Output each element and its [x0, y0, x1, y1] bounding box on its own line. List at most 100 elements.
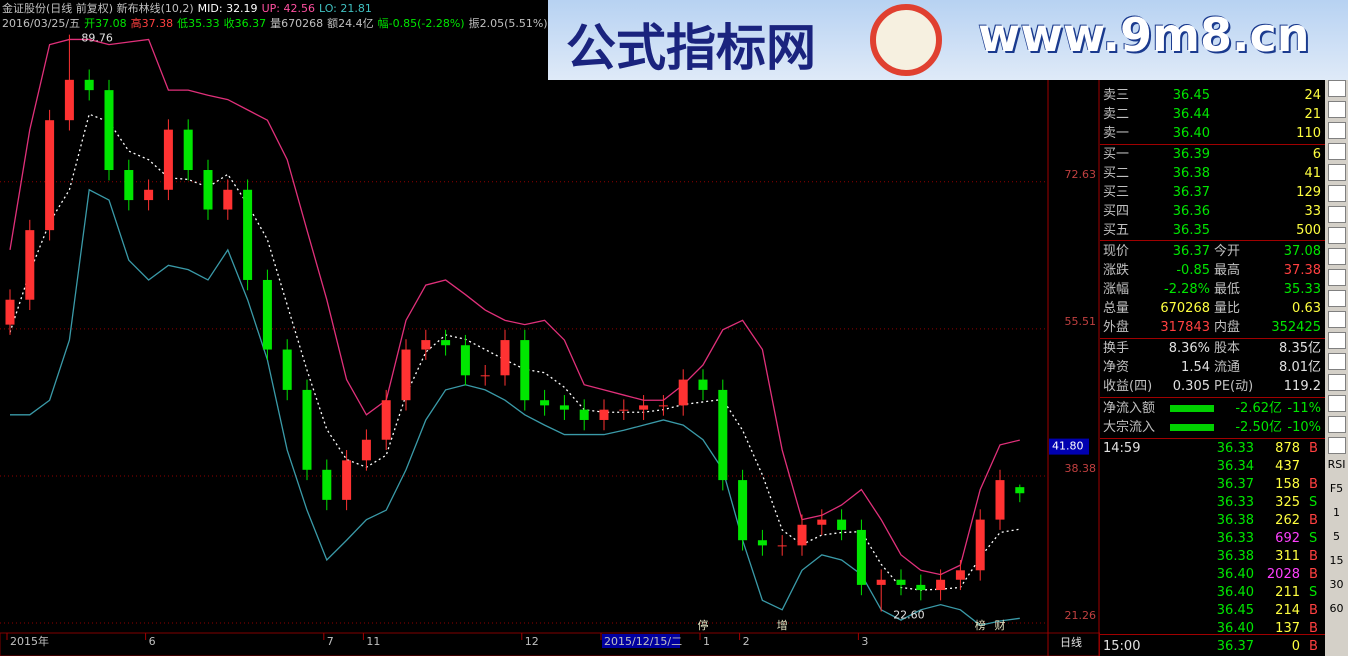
panel-text: 14:59: [1103, 441, 1141, 456]
tool-icon: [1328, 248, 1346, 265]
separator: [1100, 438, 1325, 439]
strip-label: RSI: [1327, 458, 1346, 471]
candle-body: [84, 79, 94, 91]
tool-icon: [1328, 185, 1346, 202]
candle-body: [896, 579, 906, 585]
separator: [1100, 397, 1325, 398]
chart: 21.26 38.38 55.51 72.63 89.76 22.60 41.80 2015年…: [0, 0, 1100, 656]
panel-text: 买二: [1103, 166, 1130, 181]
candle-body: [876, 579, 886, 585]
panel-text: 买三: [1103, 185, 1130, 200]
separator: [1100, 144, 1325, 145]
tool-icon: [1328, 269, 1346, 286]
panel-text: 8.01亿: [1279, 360, 1321, 375]
panel-text: S: [1309, 585, 1318, 600]
panel-text: 36.44: [1172, 107, 1210, 122]
watermark-url: www.9m8.cn: [978, 8, 1310, 62]
panel-text: 36.40: [1172, 126, 1210, 141]
candle-body: [361, 439, 371, 461]
panel-text: 卖三: [1103, 88, 1130, 103]
panel-text: -2.50亿: [1235, 420, 1282, 435]
panel-text: PE(动): [1214, 379, 1254, 394]
panel-text: 15:00: [1103, 639, 1141, 654]
band-line: [10, 188, 1020, 626]
event-label: 财: [995, 618, 1006, 632]
header-item: UP: 42.56: [261, 2, 315, 15]
x-tick-label: 11: [366, 635, 380, 648]
panel-text: 大宗流入: [1103, 420, 1156, 435]
candle-body: [144, 189, 154, 201]
candle-body: [64, 79, 74, 121]
event-label: 增: [777, 618, 788, 632]
panel-text: 137: [1275, 621, 1300, 636]
band-line: [9, 38, 1020, 576]
candle-body: [262, 279, 272, 350]
candle-body: [520, 340, 530, 401]
tool-icon: [1328, 311, 1346, 328]
candle-body: [124, 170, 134, 201]
panel-text: 437: [1275, 459, 1300, 474]
header-item: MID: 32.19: [197, 2, 258, 15]
panel-text: B: [1309, 603, 1318, 618]
header-item: 量670268: [270, 17, 324, 30]
panel-text: -10%: [1287, 420, 1321, 435]
panel-text: 最低: [1214, 282, 1241, 297]
panel-text: 今开: [1214, 244, 1241, 259]
panel-text: 6: [1312, 147, 1321, 162]
panel-text: 最高: [1214, 263, 1241, 278]
candle-body: [223, 189, 233, 210]
candle-body: [936, 579, 946, 591]
panel-text: 311: [1275, 549, 1300, 564]
panel-text: 0: [1291, 639, 1300, 654]
panel-text: 涨跌: [1103, 263, 1130, 278]
panel-text: 量比: [1214, 301, 1241, 316]
panel-text: 2028: [1266, 567, 1300, 582]
panel-text: B: [1309, 639, 1318, 654]
x-tick-label: 6: [149, 635, 156, 648]
panel-text: -2.28%: [1164, 282, 1210, 297]
candle-body: [698, 379, 708, 390]
candle-body: [500, 340, 510, 376]
panel-text: 36.37: [1216, 477, 1254, 492]
candle-body: [243, 189, 253, 280]
strip-label: 1: [1333, 506, 1340, 519]
candle-body: [441, 340, 451, 346]
candle-body: [1015, 487, 1025, 494]
tool-icon: [1328, 416, 1346, 433]
panel-text: 317843: [1160, 320, 1210, 335]
candle-body: [45, 120, 55, 231]
tool-icon: [1328, 395, 1346, 412]
strip-label: F5: [1329, 482, 1344, 495]
strip-label: 60: [1329, 602, 1344, 615]
candle-body: [421, 340, 431, 350]
candle-body: [25, 230, 35, 300]
panel-text: 买一: [1103, 147, 1130, 162]
panel-text: 买五: [1103, 223, 1130, 238]
panel-text: 41: [1304, 166, 1321, 181]
panel-text: 36.40: [1216, 567, 1254, 582]
panel-text: 262: [1275, 513, 1300, 528]
x-tick-label: 7: [327, 635, 334, 648]
candle-body: [995, 480, 1005, 520]
tool-icon: [1328, 353, 1346, 370]
panel-text: 36.45: [1216, 603, 1254, 618]
panel-text: 股本: [1214, 341, 1241, 356]
candle-body: [678, 379, 688, 406]
panel-text: S: [1309, 531, 1318, 546]
candle-body: [401, 349, 411, 401]
event-label: 榜: [975, 618, 986, 632]
x-tick-label: 3: [861, 635, 868, 648]
panel-text: 1.54: [1181, 360, 1210, 375]
panel-text: 涨幅: [1103, 282, 1130, 297]
y-tick-label: 38.38: [1065, 462, 1097, 475]
tool-icon: [1328, 80, 1346, 97]
panel-text: B: [1309, 621, 1318, 636]
x-tick-label: 2015年: [10, 634, 49, 648]
header-item: 金证股份(日线 前复权) 新布林线(10,2): [2, 2, 194, 15]
panel-text: 买四: [1103, 204, 1130, 219]
candle-body: [658, 405, 668, 407]
panel-text: B: [1309, 441, 1318, 456]
period-label: 日线: [1060, 635, 1082, 649]
strip-label: 15: [1329, 554, 1344, 567]
x-tick-label: 12: [525, 635, 539, 648]
